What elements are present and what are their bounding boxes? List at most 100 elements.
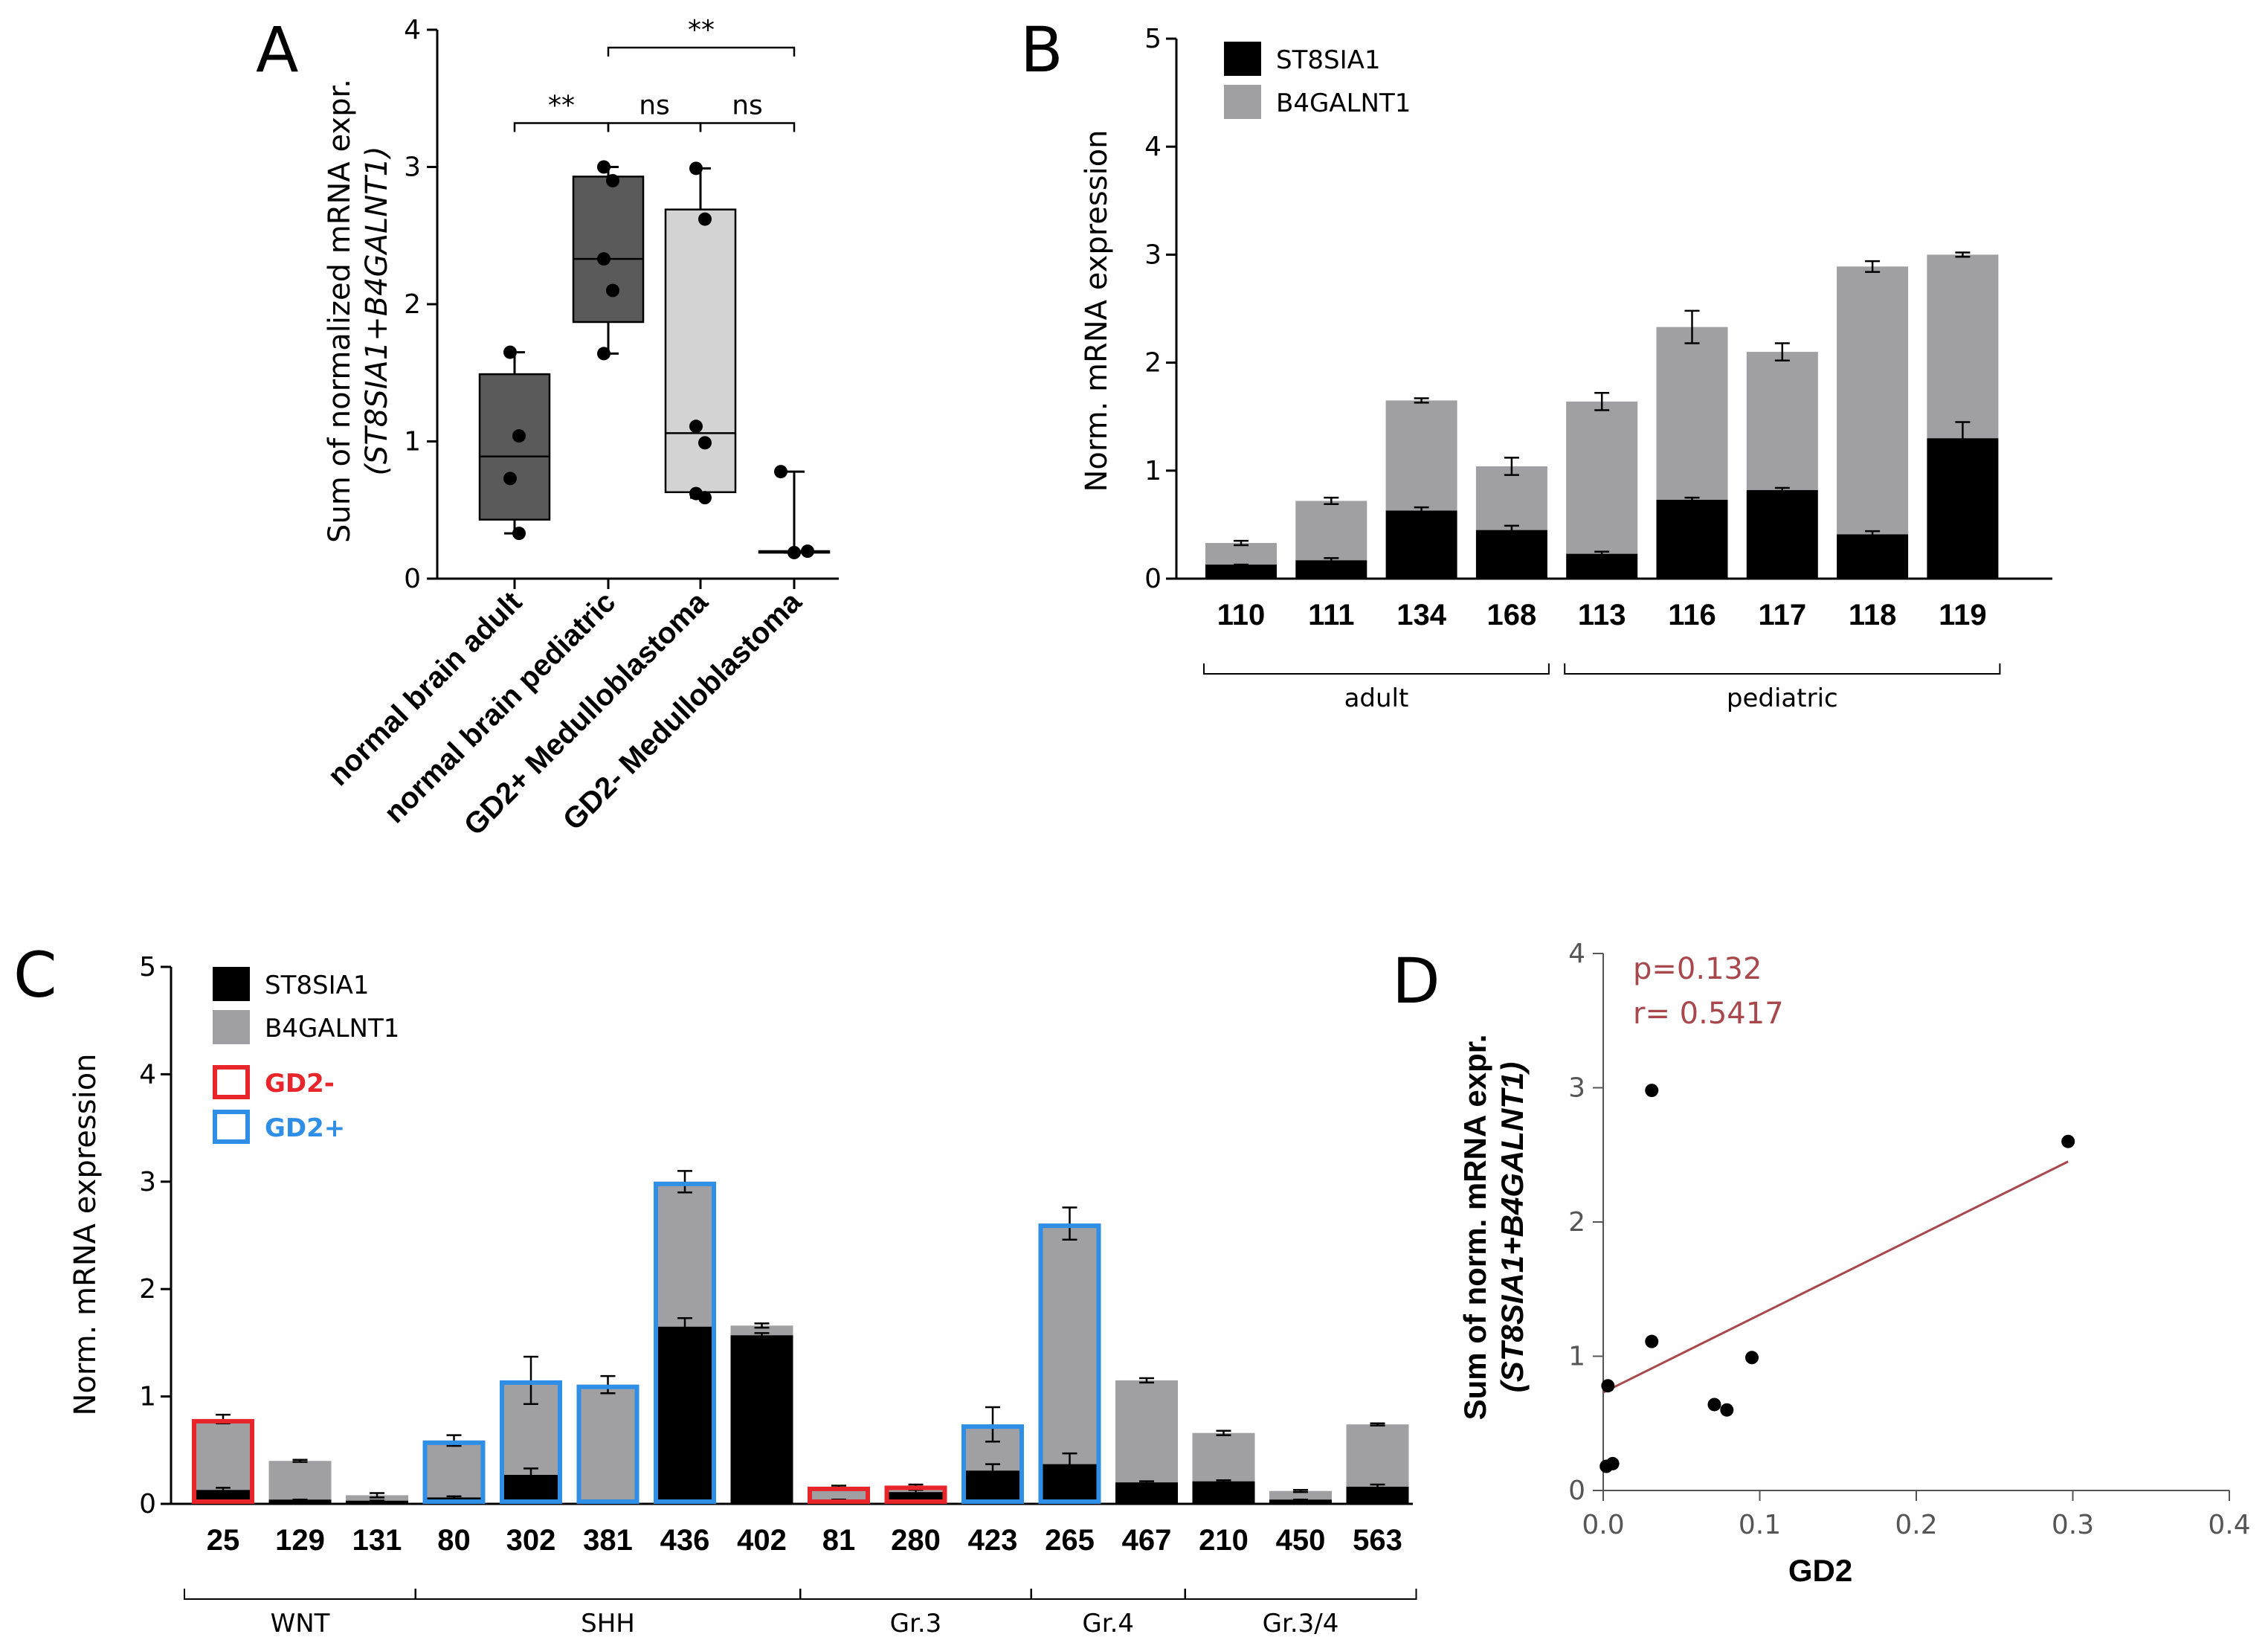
panel-d-data-point <box>1707 1398 1721 1412</box>
panel-a-significance-label: ns <box>732 90 763 120</box>
panel-a-data-point <box>503 472 517 486</box>
panel-a-data-point <box>512 429 526 443</box>
panel-b-group-label: pediatric <box>1727 684 1838 713</box>
panel-c-category-label: 280 <box>891 1524 941 1557</box>
panel-c-bar-outline-gd2pos <box>961 1424 1024 1505</box>
panel-c-bar-b4galnt1 <box>1269 1490 1332 1500</box>
panel-b-legend-swatch-st8sia1 <box>1224 42 1261 76</box>
panel-c-group-bracket <box>1030 1589 1186 1600</box>
panel-d-x-tick-label: 0.3 <box>2052 1510 2094 1540</box>
panel-letter-a: A <box>256 13 298 86</box>
panel-a-significance-label: ** <box>548 90 575 120</box>
panel-a-significance-bracket <box>607 122 702 132</box>
panel-b-bar-b4galnt1 <box>1475 466 1547 530</box>
panel-d-xlabel: GD2 <box>1788 1553 1852 1588</box>
panel-b-y-tick-label: 0 <box>1144 564 1162 594</box>
panel-b-legend-label: ST8SIA1 <box>1276 45 1380 75</box>
panel-b-y-tick-label: 4 <box>1144 132 1162 162</box>
panel-d-data-point <box>2061 1134 2075 1148</box>
panel-a-y-tick-label: 4 <box>404 15 421 45</box>
panel-c-ylabel: Norm. mRNA expression <box>68 1053 103 1415</box>
panel-d-regression-line <box>1602 1160 2069 1394</box>
panel-b-y-tick-label: 5 <box>1144 24 1162 54</box>
panel-b-bar-b4galnt1 <box>1205 543 1277 565</box>
panel-letter-c: C <box>13 939 57 1012</box>
panel-a-y-tick-label: 2 <box>404 289 421 320</box>
panel-d-data-point <box>1605 1456 1620 1470</box>
panel-c-category-label: 563 <box>1353 1524 1402 1557</box>
panel-d-ylabel-line2: (ST8SIA1+B4GALNT1) <box>1495 1062 1530 1393</box>
panel-c-category-label: 210 <box>1199 1524 1249 1557</box>
panel-c-bar-b4galnt1 <box>1192 1432 1255 1482</box>
panel-a-data-point <box>597 252 611 266</box>
panel-c-group-bracket <box>1184 1589 1417 1600</box>
panel-b-bar-st8sia1 <box>1205 565 1277 579</box>
panel-c-bar-chart: Norm. mRNA expression 0 1 2 3 4 5 25 129 131 80 30… <box>68 952 1417 1637</box>
panel-c-bar-st8sia1 <box>654 1326 716 1504</box>
panel-d-y-tick-label: 4 <box>1568 939 1585 969</box>
panel-b-y-tick-label: 1 <box>1144 456 1162 486</box>
panel-c-bar-b4galnt1 <box>576 1384 640 1501</box>
panel-d-data-point <box>1645 1334 1659 1348</box>
panel-c-legend-outline-swatch <box>213 1065 250 1099</box>
panel-c-group-label: Gr.3 <box>890 1609 942 1637</box>
panel-c-bar-outline-gd2neg <box>808 1486 870 1504</box>
panel-b-legend-swatch-b4galnt1 <box>1224 85 1261 119</box>
panel-b-bar-b4galnt1 <box>1746 352 1818 490</box>
panel-letter-b: B <box>1020 13 1063 86</box>
panel-c-y-tick-label: 2 <box>139 1274 156 1305</box>
panel-a-significance-label: ns <box>639 90 670 120</box>
panel-d-y-tick-label: 2 <box>1568 1207 1585 1238</box>
panel-b-legend-label: B4GALNT1 <box>1276 89 1411 118</box>
panel-c-y-tick-label: 1 <box>139 1382 156 1412</box>
panel-b-bar-b4galnt1 <box>1927 254 1999 439</box>
panel-c-bar-b4galnt1 <box>1346 1424 1409 1487</box>
panel-letter-d: D <box>1392 945 1440 1017</box>
panel-c-category-label: 402 <box>737 1524 787 1557</box>
panel-a-ylabel-line2: (ST8SIA1+B4GALNT1) <box>360 146 394 475</box>
panel-b-y-tick-label: 2 <box>1144 348 1162 379</box>
panel-c-bar-outline-gd2pos <box>500 1380 562 1504</box>
panel-b-category-label: 113 <box>1578 599 1626 631</box>
panel-d-data-point <box>1720 1403 1734 1417</box>
panel-c-bar-outline-gd2pos <box>576 1384 640 1504</box>
panel-a-data-point <box>606 173 619 187</box>
panel-a-y-tick-label: 0 <box>404 564 421 594</box>
panel-a-box <box>478 373 551 521</box>
panel-c-bar-outline-gd2neg <box>884 1485 947 1505</box>
panel-b-bar-b4galnt1 <box>1295 501 1367 561</box>
panel-c-bar-b4galnt1 <box>268 1461 332 1500</box>
panel-a-significance-bracket <box>699 122 796 132</box>
panel-a-data-point <box>698 212 712 226</box>
panel-d-y-tick-label: 1 <box>1568 1342 1585 1372</box>
panel-c-bar-st8sia1 <box>1269 1499 1332 1504</box>
panel-b-category-label: 134 <box>1396 599 1446 631</box>
panel-c-bar-outline-gd2pos <box>1038 1223 1101 1504</box>
panel-d-x-tick-label: 0.4 <box>2208 1510 2250 1540</box>
panel-c-legend-swatch-b4galnt1 <box>213 1010 250 1044</box>
panel-d-scatter: Sum of norm. mRNA expr. (ST8SIA1+B4GALNT… <box>1457 939 2251 1588</box>
panel-a-significance-label: ** <box>688 15 715 45</box>
panel-d-data-point <box>1601 1379 1615 1393</box>
panel-c-bar-st8sia1 <box>1346 1486 1409 1504</box>
panel-b-category-label: 118 <box>1849 599 1897 631</box>
panel-a-data-point <box>689 419 703 434</box>
panel-c-legend-swatch-st8sia1 <box>213 967 250 1001</box>
panel-c-group-label: Gr.3/4 <box>1263 1609 1339 1637</box>
panel-a-data-point <box>774 465 787 479</box>
panel-c-category-label: 80 <box>437 1524 471 1557</box>
panel-b-category-label: 111 <box>1308 599 1354 631</box>
panel-a-data-point <box>597 347 611 361</box>
panel-b-bar-st8sia1 <box>1837 534 1909 579</box>
panel-c-bar-outline-gd2pos <box>654 1181 716 1505</box>
panel-c-category-label: 381 <box>583 1524 633 1557</box>
panel-c-legend-outline-swatch <box>213 1110 250 1144</box>
panel-b-group-bracket <box>1564 663 2001 675</box>
panel-b-bar-st8sia1 <box>1566 553 1638 579</box>
panel-c-y-tick-label: 0 <box>139 1489 156 1519</box>
panel-c-category-label: 302 <box>506 1524 556 1557</box>
panel-b-category-label: 117 <box>1759 599 1807 631</box>
panel-c-y-tick-label: 5 <box>139 952 156 982</box>
panel-d-p-value: p=0.132 <box>1633 952 1762 986</box>
panel-a-data-point <box>787 545 801 559</box>
